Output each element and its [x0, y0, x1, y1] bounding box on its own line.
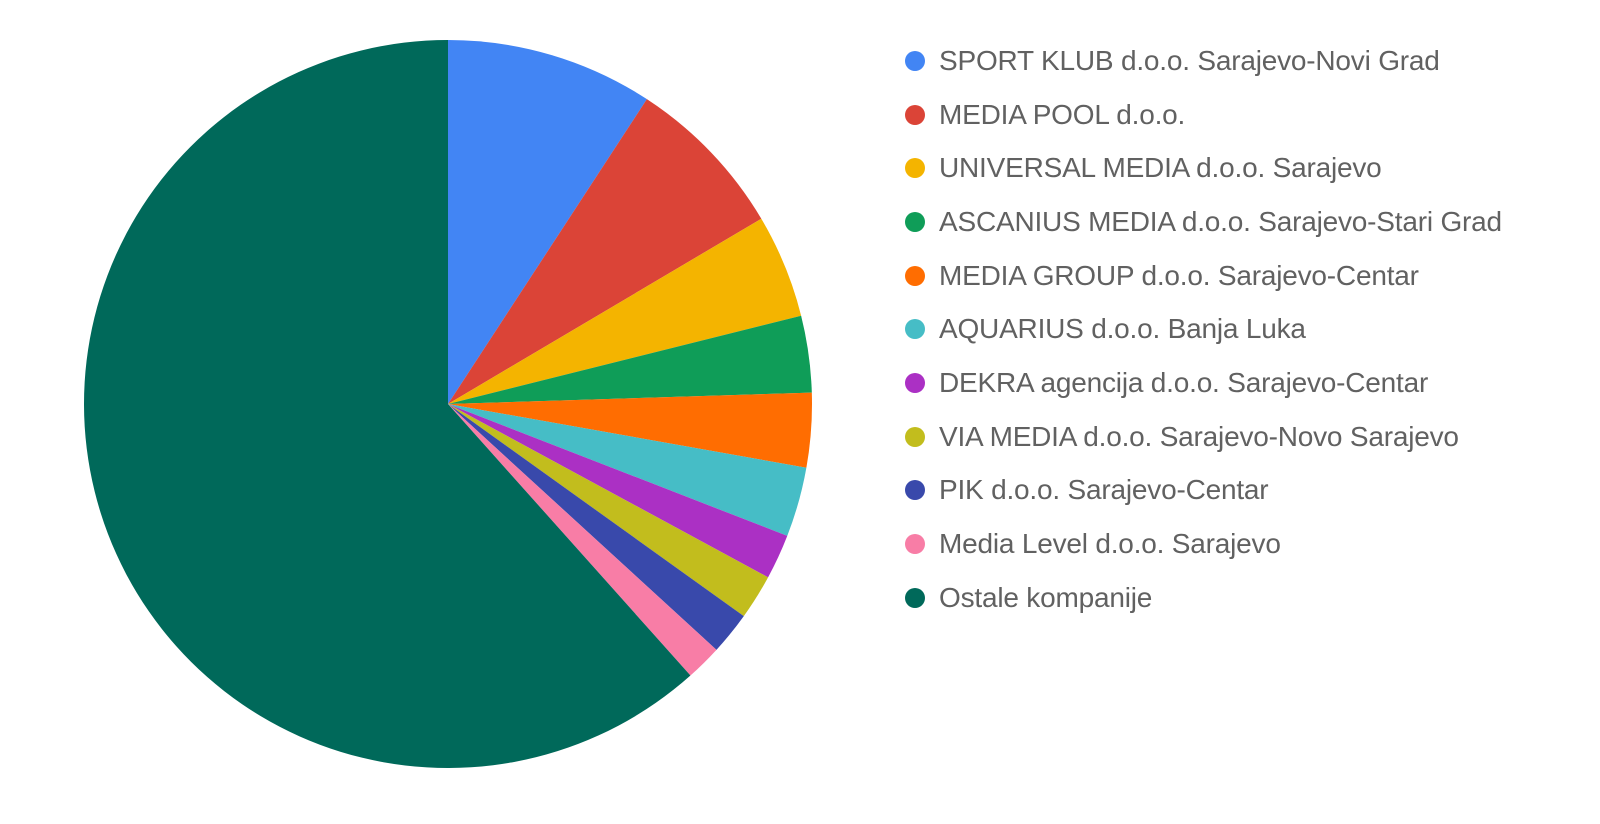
legend-item-6[interactable]: AQUARIUS d.o.o. Banja Luka [904, 302, 1502, 356]
legend-label: MEDIA GROUP d.o.o. Sarajevo-Centar [939, 259, 1419, 291]
legend-label: SPORT KLUB d.o.o. Sarajevo-Novi Grad [939, 44, 1440, 76]
legend-swatch-icon [905, 534, 925, 555]
legend-label: UNIVERSAL MEDIA d.o.o. Sarajevo [939, 152, 1382, 184]
legend-label: Ostale kompanije [939, 581, 1153, 613]
legend-item-1[interactable]: SPORT KLUB d.o.o. Sarajevo-Novi Grad [904, 34, 1502, 88]
legend-label: AQUARIUS d.o.o. Banja Luka [939, 313, 1306, 345]
pie-slice-2[interactable] [448, 99, 762, 404]
legend-item-11[interactable]: Ostale kompanije [904, 571, 1502, 625]
legend-item-3[interactable]: UNIVERSAL MEDIA d.o.o. Sarajevo [904, 141, 1502, 195]
legend-swatch-icon [905, 50, 925, 71]
legend-swatch-icon [905, 587, 925, 608]
legend-item-10[interactable]: Media Level d.o.o. Sarajevo [904, 517, 1502, 571]
legend: SPORT KLUB d.o.o. Sarajevo-Novi Grad MEDI… [904, 34, 1502, 625]
legend-item-2[interactable]: MEDIA POOL d.o.o. [904, 88, 1502, 142]
legend-swatch-icon [905, 372, 925, 393]
legend-label: PIK d.o.o. Sarajevo-Centar [939, 474, 1269, 506]
legend-label: ASCANIUS MEDIA d.o.o. Sarajevo-Stari Gra… [939, 205, 1502, 237]
legend-label: MEDIA POOL d.o.o. [939, 98, 1186, 130]
pie-slices [83, 40, 812, 768]
pie-slice-5[interactable] [448, 392, 812, 468]
legend-label: VIA MEDIA d.o.o. Sarajevo-Novo Sarajevo [939, 420, 1459, 452]
pie-slice-10[interactable] [448, 404, 717, 676]
legend-item-4[interactable]: ASCANIUS MEDIA d.o.o. Sarajevo-Stari Gra… [904, 195, 1502, 249]
pie-slice-4[interactable] [448, 315, 812, 404]
legend-item-5[interactable]: MEDIA GROUP d.o.o. Sarajevo-Centar [904, 249, 1502, 303]
pie-slice-1[interactable] [448, 40, 647, 404]
pie-slice-8[interactable] [448, 404, 769, 617]
pie-slice-7[interactable] [448, 404, 788, 578]
pie-slice-3[interactable] [448, 218, 802, 404]
legend-swatch-icon [905, 426, 925, 447]
pie-slice-11[interactable] [83, 40, 691, 768]
legend-swatch-icon [905, 265, 925, 286]
legend-label: DEKRA agencija d.o.o. Sarajevo-Centar [939, 366, 1429, 398]
legend-swatch-icon [905, 211, 925, 232]
legend-item-9[interactable]: PIK d.o.o. Sarajevo-Centar [904, 464, 1502, 518]
legend-label: Media Level d.o.o. Sarajevo [939, 528, 1281, 560]
legend-swatch-icon [905, 480, 925, 501]
pie-slice-6[interactable] [448, 404, 807, 536]
legend-swatch-icon [905, 319, 925, 340]
legend-item-8[interactable]: VIA MEDIA d.o.o. Sarajevo-Novo Sarajevo [904, 410, 1502, 464]
legend-swatch-icon [905, 104, 925, 125]
legend-item-7[interactable]: DEKRA agencija d.o.o. Sarajevo-Centar [904, 356, 1502, 410]
legend-swatch-icon [905, 158, 925, 179]
pie-slice-9[interactable] [448, 404, 744, 650]
